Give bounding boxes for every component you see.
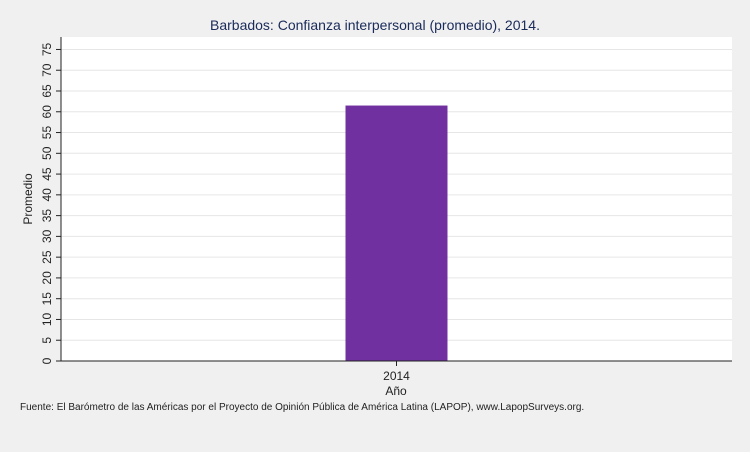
y-tick-label: 40 <box>40 188 54 202</box>
y-tick-label: 5 <box>40 337 54 344</box>
y-tick-label: 35 <box>40 209 54 223</box>
y-tick-label: 20 <box>40 271 54 285</box>
y-tick-label: 25 <box>40 250 54 264</box>
x-ticks: 2014 <box>383 361 410 383</box>
y-tick-label: 60 <box>40 105 54 119</box>
source-note: Fuente: El Barómetro de las Américas por… <box>20 402 584 413</box>
y-tick-label: 55 <box>40 126 54 140</box>
y-tick-label: 15 <box>40 292 54 306</box>
y-tick-label: 50 <box>40 146 54 160</box>
x-axis-label: Año <box>385 384 407 398</box>
y-axis-label: Promedio <box>21 173 35 225</box>
bars <box>345 105 448 362</box>
y-tick-label: 30 <box>40 229 54 243</box>
y-tick-label: 70 <box>40 63 54 77</box>
y-tick-label: 65 <box>40 84 54 98</box>
x-tick-label: 2014 <box>383 369 410 383</box>
chart-title: Barbados: Confianza interpersonal (prome… <box>210 17 540 33</box>
bar-2014 <box>345 105 448 362</box>
y-tick-label: 75 <box>40 42 54 56</box>
y-tick-label: 0 <box>40 357 54 364</box>
y-ticks: 0 5 10 15 20 25 30 35 40 45 50 55 60 65 70 75 <box>40 42 61 364</box>
y-tick-label: 45 <box>40 167 54 181</box>
y-tick-label: 10 <box>40 312 54 326</box>
